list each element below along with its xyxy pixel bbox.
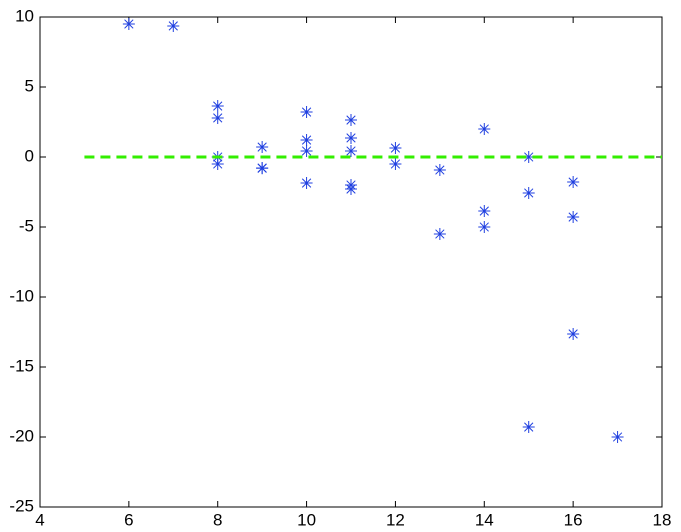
y-tick-label: 5 bbox=[25, 76, 34, 95]
x-tick-label: 18 bbox=[653, 510, 672, 529]
point bbox=[478, 205, 491, 218]
x-tick-label: 6 bbox=[124, 510, 133, 529]
point bbox=[522, 421, 535, 434]
point bbox=[389, 142, 402, 155]
y-tick-label: 10 bbox=[15, 6, 34, 25]
point bbox=[300, 106, 313, 119]
point bbox=[567, 211, 580, 224]
x-tick-label: 10 bbox=[297, 510, 316, 529]
y-tick-label: -10 bbox=[9, 286, 34, 305]
point bbox=[211, 111, 224, 124]
point bbox=[122, 18, 135, 30]
point bbox=[167, 19, 180, 32]
y-tick-label: -25 bbox=[9, 496, 34, 515]
point bbox=[211, 100, 224, 113]
point bbox=[478, 221, 491, 233]
point bbox=[345, 114, 357, 127]
point bbox=[345, 144, 357, 157]
x-tick-label: 16 bbox=[564, 510, 583, 529]
point bbox=[300, 177, 313, 190]
point bbox=[345, 183, 357, 196]
point bbox=[300, 134, 313, 147]
y-tick-label: -15 bbox=[9, 356, 34, 375]
point bbox=[567, 176, 580, 189]
x-tick-label: 12 bbox=[386, 510, 405, 529]
x-tick-label: 4 bbox=[35, 510, 44, 529]
point bbox=[389, 158, 402, 170]
point bbox=[522, 151, 535, 163]
point bbox=[211, 158, 224, 170]
point bbox=[522, 186, 535, 199]
point bbox=[300, 144, 313, 157]
point bbox=[256, 141, 269, 154]
y-tick-label: -5 bbox=[19, 216, 34, 235]
point bbox=[345, 131, 357, 144]
x-tick-label: 8 bbox=[213, 510, 222, 529]
point bbox=[433, 228, 446, 240]
point bbox=[256, 162, 269, 175]
plot-frame bbox=[39, 16, 663, 508]
point bbox=[478, 123, 491, 135]
y-tick-label: 0 bbox=[25, 146, 34, 165]
x-tick-label: 14 bbox=[475, 510, 494, 529]
point bbox=[567, 327, 580, 340]
point bbox=[433, 164, 446, 177]
y-tick-label: -20 bbox=[9, 426, 34, 445]
point bbox=[611, 431, 624, 443]
